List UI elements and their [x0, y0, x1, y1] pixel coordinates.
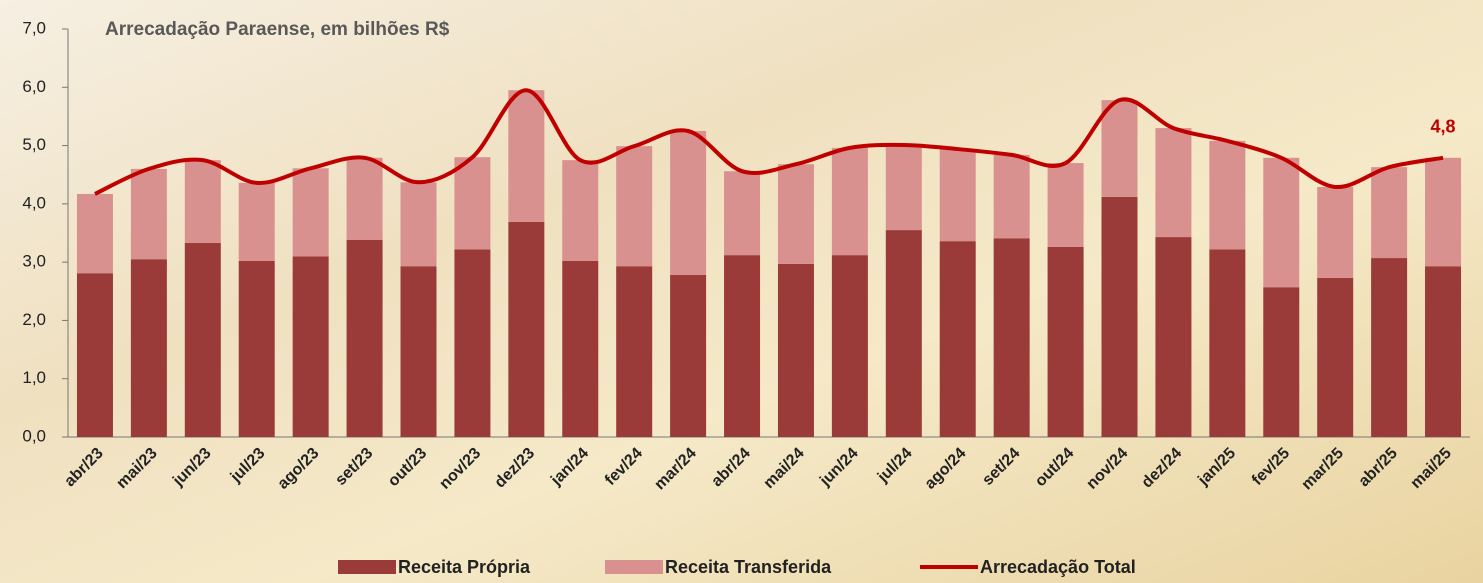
bar: [1047, 246, 1084, 437]
bar: [1101, 100, 1138, 197]
chart-title: Arrecadação Paraense, em bilhões R$: [105, 19, 450, 40]
y-tick-label: 7,0: [22, 18, 46, 37]
bar: [993, 238, 1030, 437]
bar: [1263, 287, 1300, 437]
bar: [939, 149, 976, 242]
y-tick-label: 1,0: [22, 368, 46, 387]
bar: [1371, 258, 1408, 437]
bar: [130, 259, 167, 437]
bar: [346, 239, 383, 437]
bar: [1101, 196, 1138, 437]
bar: [1317, 277, 1354, 437]
bar: [292, 168, 329, 257]
bar: [1425, 266, 1462, 437]
bar: [724, 171, 761, 256]
bar: [1209, 249, 1246, 437]
bar: [508, 221, 545, 437]
line: [94, 88, 1444, 196]
bar: [1155, 128, 1192, 238]
bar: [454, 249, 491, 437]
bar: [616, 266, 653, 437]
bar: [831, 147, 868, 256]
bar: [670, 274, 707, 437]
bar: [616, 146, 653, 267]
legend-label: Receita Transferida: [665, 557, 832, 577]
bar: [885, 144, 922, 231]
bar: [885, 230, 922, 437]
y-tick-label: 4,0: [22, 193, 46, 212]
bar: [1155, 237, 1192, 437]
bar: [400, 266, 437, 437]
y-tick-label: 5,0: [22, 135, 46, 154]
bar: [1371, 167, 1408, 259]
bar: [724, 255, 761, 437]
bar: [777, 263, 814, 437]
bar: [400, 182, 437, 267]
bar: [562, 160, 599, 261]
legend-swatch: [338, 560, 396, 574]
y-tick-label: 2,0: [22, 310, 46, 329]
bar: [184, 160, 221, 243]
bar: [1425, 157, 1462, 267]
bar: [1263, 157, 1300, 288]
bar: [777, 164, 814, 264]
bar: [292, 256, 329, 437]
y-tick-label: 0,0: [22, 426, 46, 445]
legend-label: Receita Própria: [398, 557, 531, 577]
bar: [939, 241, 976, 437]
bar: [1317, 186, 1354, 278]
bar: [508, 90, 545, 222]
y-tick-label: 6,0: [22, 77, 46, 96]
bar: [76, 273, 113, 437]
bar: [346, 157, 383, 240]
bar: [454, 157, 491, 250]
bar: [238, 260, 275, 437]
bar: [130, 168, 167, 260]
bar: [1209, 140, 1246, 250]
bar: [993, 154, 1030, 239]
bar: [831, 255, 868, 437]
bar: [76, 193, 113, 274]
legend-label: Arrecadação Total: [980, 557, 1136, 577]
bar: [184, 242, 221, 437]
bar: [562, 260, 599, 437]
data-label: 4,8: [1431, 117, 1456, 137]
bar: [1047, 163, 1084, 247]
bar: [670, 131, 707, 275]
legend-swatch: [605, 560, 663, 574]
bar: [238, 182, 275, 261]
y-tick-label: 3,0: [22, 252, 46, 271]
